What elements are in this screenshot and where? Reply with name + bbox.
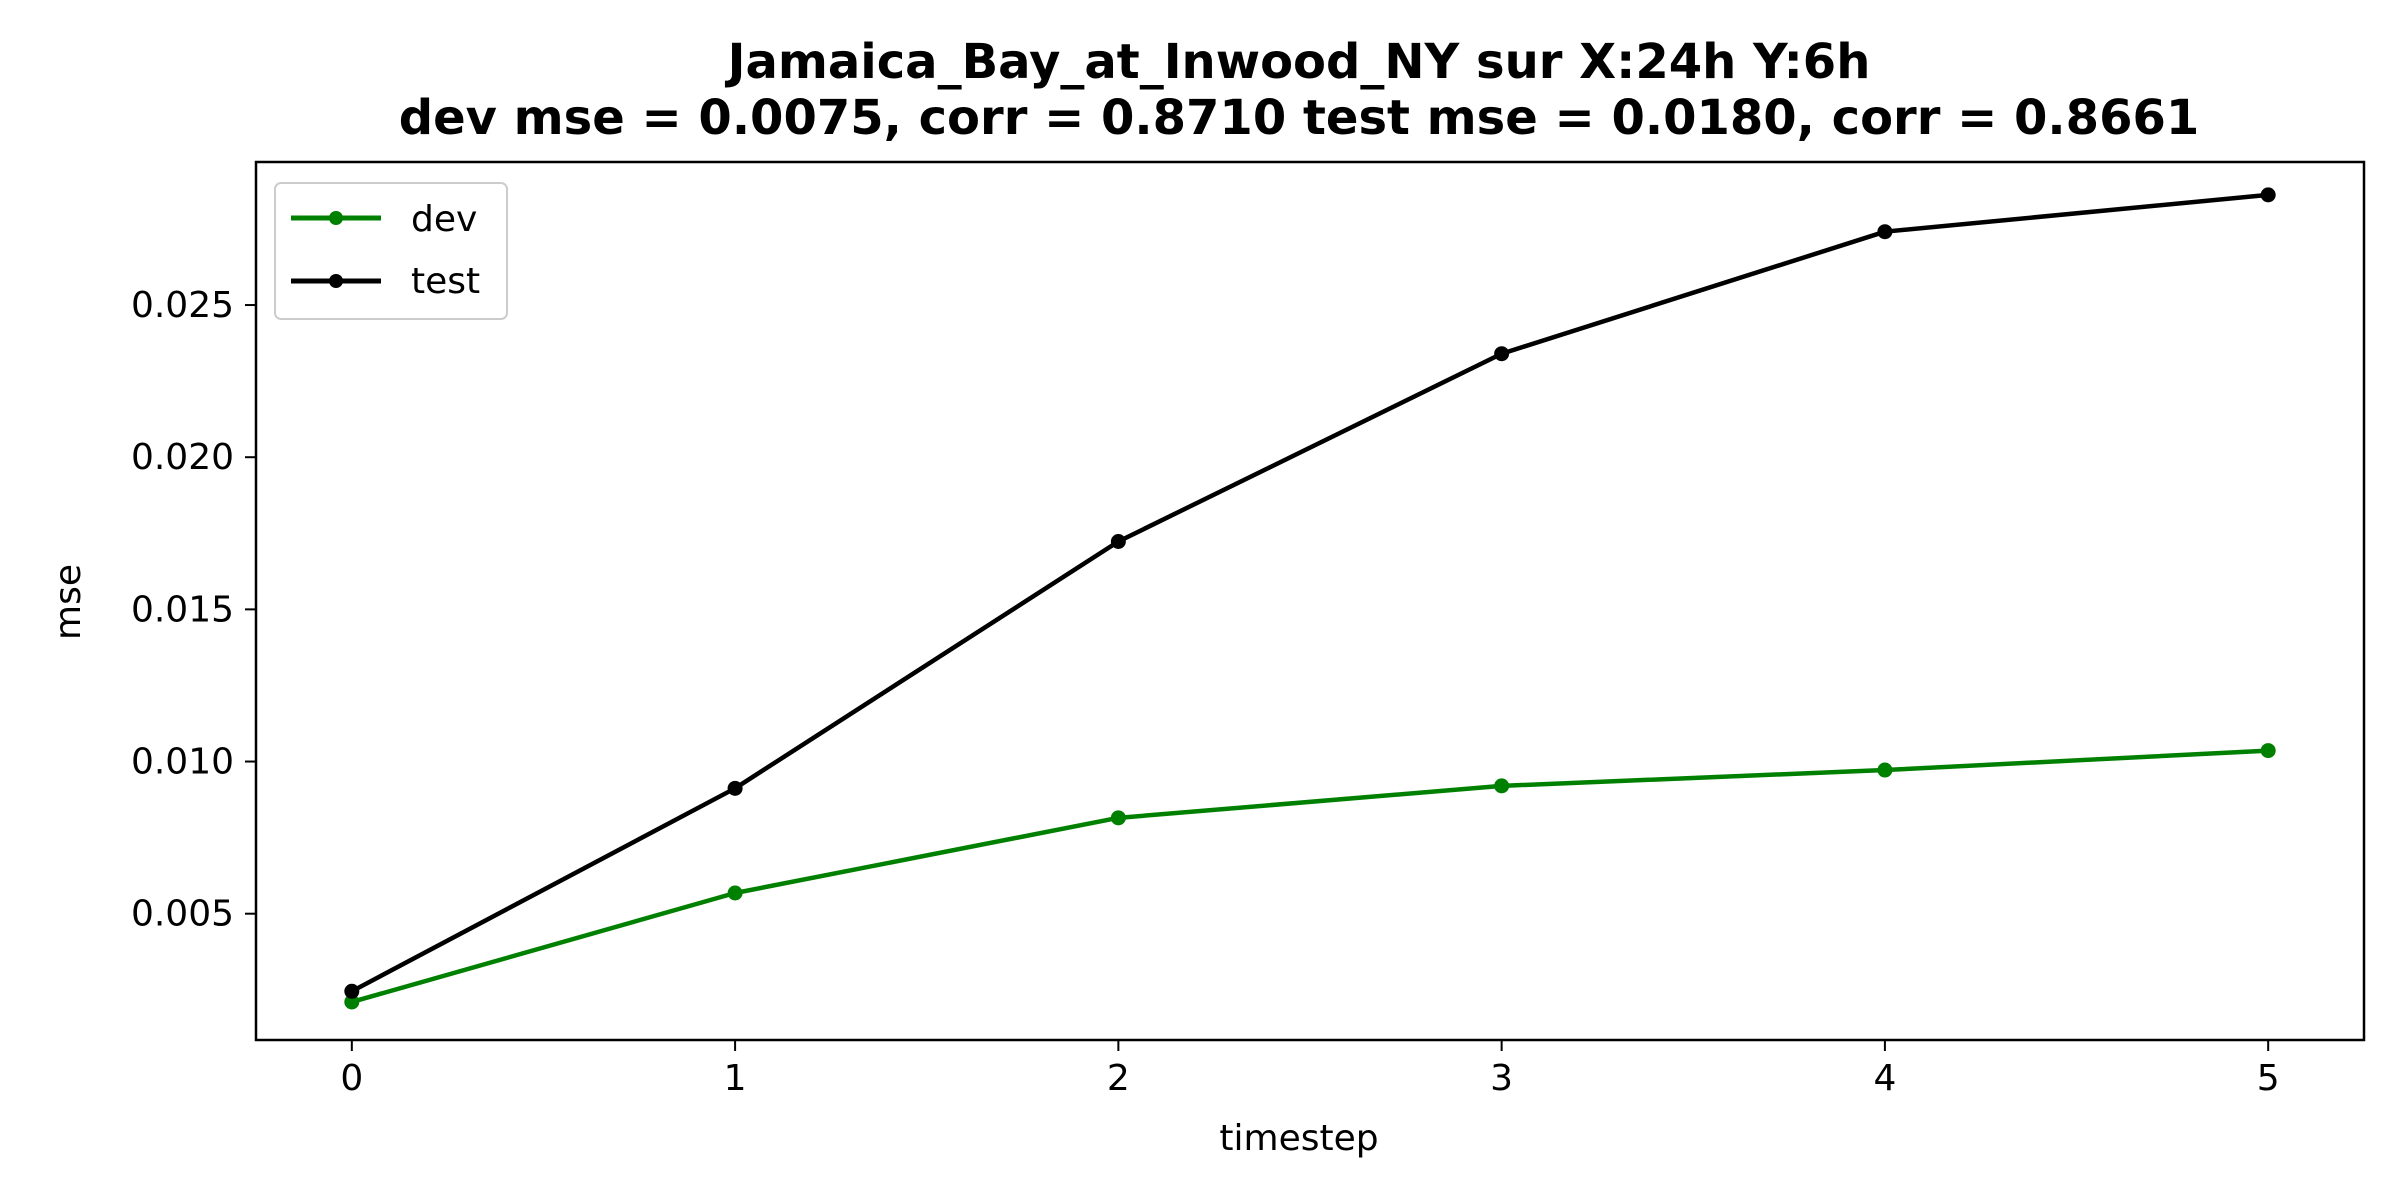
data-point-dev xyxy=(1494,778,1510,794)
chart-title-line-2: dev mse = 0.0075, corr = 0.8710 test mse… xyxy=(399,90,2200,146)
legend-marker-dev xyxy=(329,211,343,225)
data-point-test xyxy=(1877,224,1893,240)
data-point-test xyxy=(2260,187,2276,203)
y-tick-label: 0.025 xyxy=(131,285,234,326)
data-point-test xyxy=(1110,534,1126,550)
data-point-test xyxy=(727,780,743,796)
y-tick-label: 0.010 xyxy=(131,742,234,783)
x-tick-label: 4 xyxy=(1873,1058,1896,1099)
x-tick-label: 5 xyxy=(2257,1058,2280,1099)
x-tick-label: 1 xyxy=(724,1058,747,1099)
data-point-dev xyxy=(727,885,743,901)
y-axis-label: mse xyxy=(48,564,89,640)
legend-marker-test xyxy=(329,274,343,288)
y-tick-label: 0.015 xyxy=(131,589,234,630)
series-line-dev xyxy=(351,748,2269,1005)
x-tick-label: 3 xyxy=(1490,1058,1513,1099)
chart-title-line-1: Jamaica_Bay_at_Inwood_NY sur X:24h Y:6h xyxy=(725,34,1871,90)
x-tick-label: 2 xyxy=(1107,1058,1130,1099)
legend: dev test xyxy=(274,182,508,320)
data-point-dev xyxy=(2260,743,2276,759)
series-line-test xyxy=(350,192,2269,994)
x-axis-label: timestep xyxy=(1219,1118,1378,1159)
y-tick-label: 0.020 xyxy=(131,437,234,478)
data-point-test xyxy=(1494,346,1510,362)
plot-area: 0 1 2 3 4 5 0.005 0.010 0.015 0.020 0.025 xyxy=(131,160,2366,1099)
axes-frame xyxy=(254,160,2366,1042)
legend-label-test: test xyxy=(411,261,480,302)
y-tick-label: 0.005 xyxy=(131,894,234,935)
data-point-test xyxy=(344,983,360,999)
data-point-dev xyxy=(344,994,360,1010)
data-point-dev xyxy=(1110,810,1126,826)
legend-label-dev: dev xyxy=(411,199,477,240)
data-point-dev xyxy=(1877,762,1893,778)
x-tick-label: 0 xyxy=(340,1058,363,1099)
